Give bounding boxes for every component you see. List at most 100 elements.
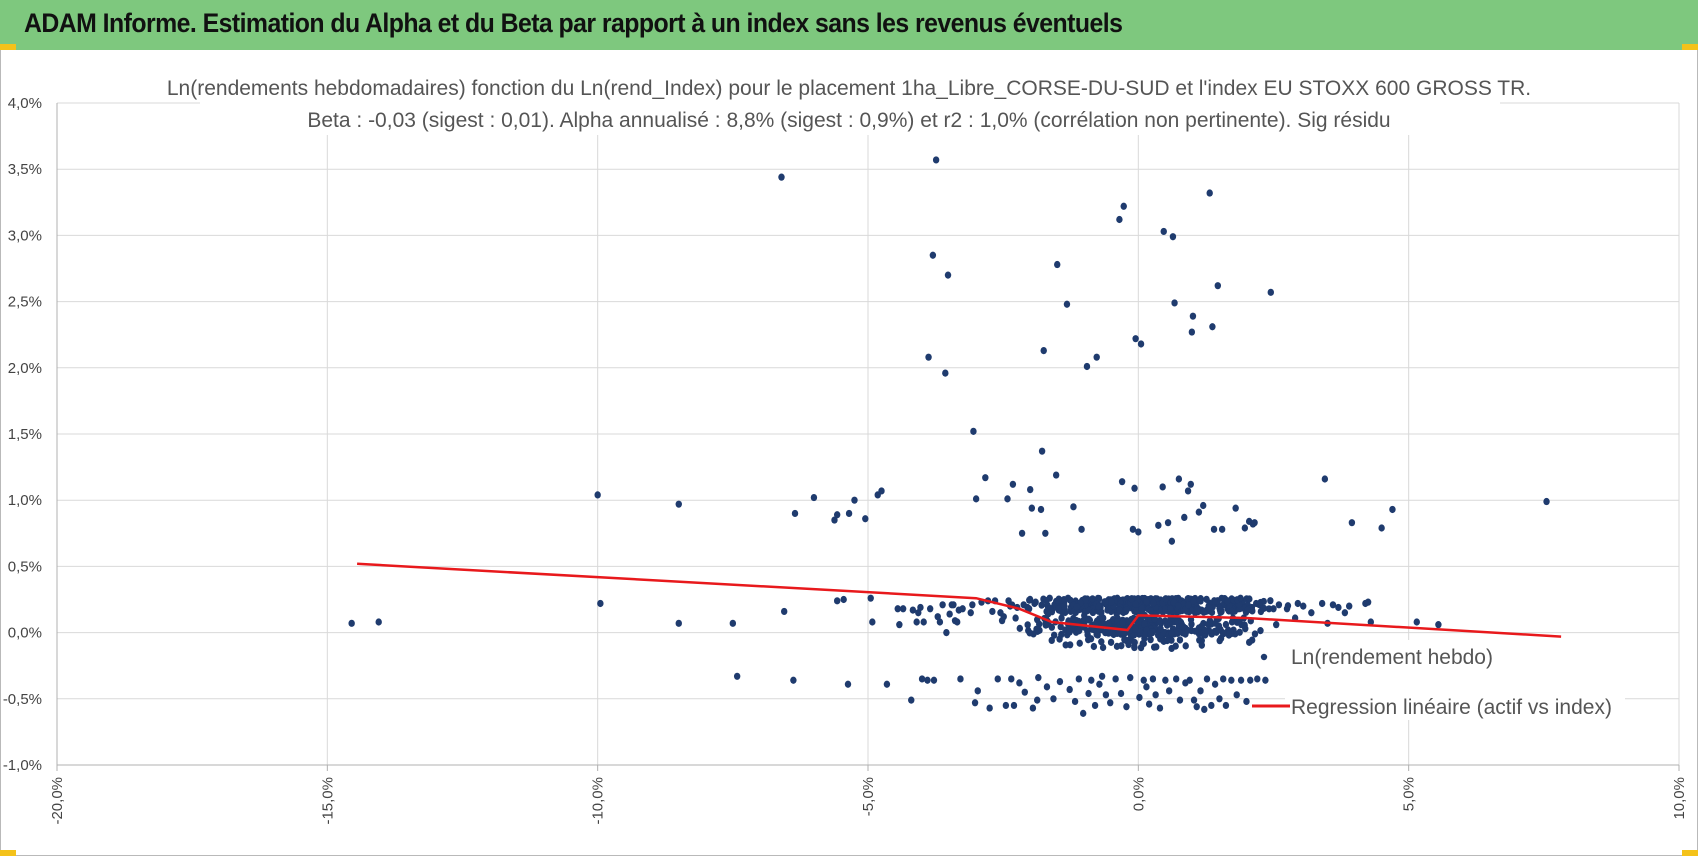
y-tick-label: -1,0%	[3, 757, 42, 774]
data-point	[1222, 701, 1230, 710]
data-point	[1102, 691, 1110, 699]
data-point	[1186, 676, 1193, 684]
y-tick-label: 0,5%	[8, 558, 42, 575]
data-point	[1193, 703, 1200, 711]
data-point	[1262, 676, 1269, 684]
data-point	[1194, 606, 1201, 614]
data-point	[1211, 680, 1219, 688]
data-point	[1093, 630, 1100, 639]
y-tick-label: 1,5%	[8, 426, 42, 443]
data-point	[1024, 621, 1031, 629]
legend-marker-scatter	[1260, 653, 1268, 661]
data-point	[1192, 627, 1199, 635]
data-point	[1335, 603, 1342, 612]
x-tick-label: -10,0%	[590, 777, 607, 825]
data-point	[1152, 691, 1159, 699]
data-point	[1143, 683, 1150, 691]
data-point	[957, 675, 964, 683]
data-point	[1008, 675, 1015, 683]
data-point	[1218, 525, 1226, 533]
data-point	[597, 599, 604, 608]
data-point	[1201, 705, 1208, 713]
data-point	[1251, 519, 1258, 527]
data-point	[831, 516, 838, 524]
data-point	[1066, 685, 1073, 694]
data-point	[1079, 709, 1087, 717]
data-point	[1184, 487, 1192, 495]
data-point	[1260, 597, 1267, 606]
data-point	[1057, 623, 1064, 631]
data-point	[1002, 701, 1010, 710]
data-point	[1242, 625, 1249, 633]
data-point	[1188, 328, 1196, 336]
data-point	[1200, 501, 1207, 510]
data-point	[1056, 677, 1064, 686]
data-point	[1098, 672, 1106, 680]
data-point	[1129, 525, 1137, 533]
data-point	[840, 595, 847, 604]
data-point	[982, 474, 989, 482]
data-point	[1171, 299, 1178, 307]
data-point	[1389, 505, 1396, 514]
data-point	[1215, 622, 1223, 630]
data-point	[1071, 697, 1079, 706]
data-point	[1142, 630, 1149, 639]
data-point	[1116, 606, 1123, 614]
data-point	[1206, 603, 1213, 612]
data-point	[1123, 606, 1130, 614]
data-point	[1147, 607, 1155, 615]
data-point	[1038, 447, 1046, 455]
data-point	[1543, 497, 1550, 506]
data-point	[778, 173, 785, 181]
data-point	[1037, 505, 1045, 514]
data-point	[932, 156, 940, 164]
data-point	[1189, 312, 1197, 320]
data-point	[1052, 471, 1060, 479]
chart-title-line2: Beta : -0,03 (sigest : 0,01). Alpha annu…	[307, 109, 1390, 132]
data-point	[851, 496, 858, 504]
data-point	[1172, 675, 1180, 683]
data-point	[1155, 521, 1162, 529]
data-point	[1000, 613, 1007, 621]
data-point	[1117, 689, 1125, 698]
corner-marker-right	[1682, 44, 1698, 50]
data-point	[1284, 602, 1292, 610]
data-point	[1168, 644, 1175, 653]
data-point	[1034, 696, 1041, 704]
data-point	[1119, 619, 1126, 627]
data-point	[1098, 638, 1105, 646]
data-point	[1220, 629, 1227, 638]
data-point	[1066, 628, 1073, 636]
data-point	[1153, 643, 1160, 651]
data-point	[1084, 627, 1091, 635]
data-point	[942, 369, 949, 377]
chart-title-line1: Ln(rendements hebdomadaires) fonction du…	[167, 77, 1531, 100]
data-point	[1127, 674, 1134, 682]
data-point	[1147, 630, 1154, 638]
data-point	[1184, 626, 1192, 634]
data-point	[780, 607, 788, 616]
data-point	[1045, 603, 1052, 611]
data-point	[791, 509, 799, 518]
data-point	[1138, 604, 1146, 613]
data-point	[1176, 696, 1184, 704]
data-point	[1247, 676, 1254, 684]
data-point	[1112, 675, 1119, 683]
data-point	[1228, 618, 1236, 626]
data-point	[1224, 597, 1231, 605]
data-point	[1160, 227, 1167, 236]
data-point	[1076, 639, 1083, 647]
data-point	[1169, 233, 1177, 241]
data-point	[1159, 483, 1166, 491]
data-point	[1063, 300, 1071, 308]
data-point	[862, 515, 869, 523]
data-point	[1165, 687, 1173, 695]
data-point	[1147, 636, 1154, 644]
data-point	[1270, 605, 1277, 613]
data-point	[1149, 675, 1157, 683]
data-point	[920, 618, 927, 626]
data-point	[878, 487, 885, 495]
data-point	[1101, 598, 1109, 606]
data-point	[1120, 202, 1127, 210]
data-point	[1050, 695, 1057, 703]
